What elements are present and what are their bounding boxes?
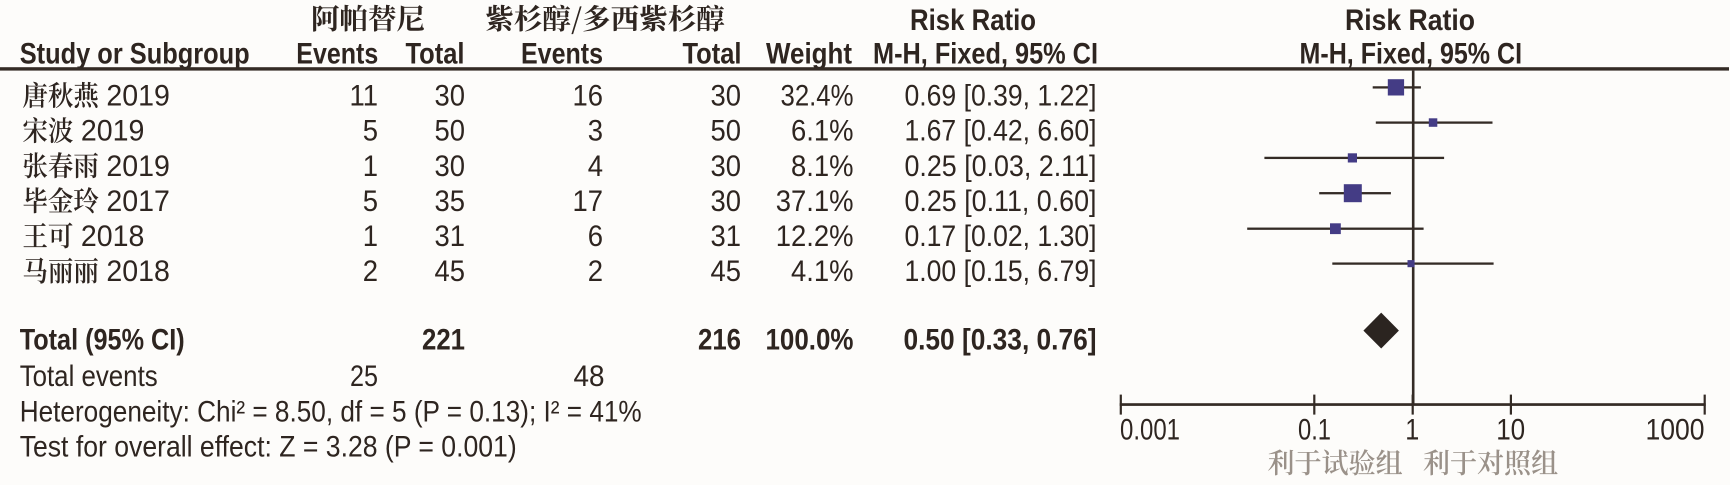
- svg-text:0.25 [0.03, 2.11]: 0.25 [0.03, 2.11]: [905, 150, 1097, 183]
- svg-text:Study or Subgroup: Study or Subgroup: [20, 38, 250, 71]
- svg-text:0.25 [0.11, 0.60]: 0.25 [0.11, 0.60]: [905, 185, 1097, 218]
- svg-text:M-H, Fixed, 95% CI: M-H, Fixed, 95% CI: [1300, 38, 1523, 71]
- svg-text:0.17 [0.02, 1.30]: 0.17 [0.02, 1.30]: [905, 220, 1097, 253]
- svg-text:Total events: Total events: [20, 360, 158, 393]
- svg-text:100.0%: 100.0%: [766, 324, 854, 357]
- svg-text:30: 30: [711, 185, 742, 218]
- svg-text:5: 5: [363, 185, 378, 218]
- svg-text:Weight: Weight: [766, 38, 852, 71]
- svg-text:30: 30: [435, 80, 466, 113]
- svg-text:4.1%: 4.1%: [791, 255, 854, 288]
- svg-text:11: 11: [350, 80, 379, 113]
- svg-text:10: 10: [1496, 414, 1525, 447]
- svg-text:32.4%: 32.4%: [781, 80, 854, 113]
- svg-text:Heterogeneity: Chi² = 8.50, df: Heterogeneity: Chi² = 8.50, df = 5 (P = …: [20, 396, 642, 429]
- svg-text:2019: 2019: [81, 115, 145, 148]
- svg-text:0.50 [0.33, 0.76]: 0.50 [0.33, 0.76]: [904, 324, 1097, 357]
- svg-text:50: 50: [435, 115, 466, 148]
- svg-text:12.2%: 12.2%: [776, 220, 854, 253]
- svg-text:1: 1: [363, 220, 378, 253]
- svg-text:1: 1: [1405, 414, 1419, 447]
- svg-text:45: 45: [435, 255, 466, 288]
- svg-text:6: 6: [588, 220, 603, 253]
- svg-text:1: 1: [363, 150, 378, 183]
- svg-text:M-H, Fixed, 95% CI: M-H, Fixed, 95% CI: [873, 38, 1098, 71]
- svg-text:1.00 [0.15, 6.79]: 1.00 [0.15, 6.79]: [905, 255, 1097, 288]
- svg-text:3: 3: [588, 115, 603, 148]
- svg-text:16: 16: [573, 80, 604, 113]
- svg-text:Events: Events: [521, 38, 603, 71]
- svg-text:30: 30: [711, 150, 742, 183]
- svg-text:Risk Ratio: Risk Ratio: [910, 4, 1036, 37]
- svg-text:2: 2: [588, 255, 603, 288]
- svg-text:0.001: 0.001: [1120, 414, 1180, 447]
- svg-text:Total: Total: [683, 38, 742, 71]
- svg-text:0.69 [0.39, 1.22]: 0.69 [0.39, 1.22]: [905, 80, 1097, 113]
- svg-text:Test for overall effect: Z = 3: Test for overall effect: Z = 3.28 (P = 0…: [20, 431, 517, 464]
- svg-text:30: 30: [711, 80, 742, 113]
- svg-text:4: 4: [588, 150, 603, 183]
- svg-text:Total: Total: [406, 38, 465, 71]
- svg-text:31: 31: [711, 220, 742, 253]
- svg-text:5: 5: [363, 115, 378, 148]
- svg-text:216: 216: [698, 324, 741, 357]
- svg-text:Total (95% CI): Total (95% CI): [20, 324, 185, 357]
- svg-text:37.1%: 37.1%: [776, 185, 854, 218]
- svg-text:35: 35: [435, 185, 466, 218]
- svg-text:45: 45: [711, 255, 742, 288]
- svg-text:Risk Ratio: Risk Ratio: [1345, 4, 1475, 37]
- svg-text:2019: 2019: [106, 80, 170, 113]
- svg-text:50: 50: [711, 115, 742, 148]
- svg-text:1.67 [0.42, 6.60]: 1.67 [0.42, 6.60]: [905, 115, 1097, 148]
- svg-text:221: 221: [422, 324, 465, 357]
- svg-text:2018: 2018: [106, 255, 170, 288]
- svg-text:Events: Events: [296, 38, 378, 71]
- svg-text:2: 2: [363, 255, 378, 288]
- svg-text:1000: 1000: [1646, 414, 1705, 447]
- svg-text:2017: 2017: [106, 185, 170, 218]
- svg-text:17: 17: [573, 185, 604, 218]
- svg-text:2019: 2019: [106, 150, 170, 183]
- svg-text:30: 30: [435, 150, 466, 183]
- svg-text:31: 31: [435, 220, 466, 253]
- svg-text:0.1: 0.1: [1298, 414, 1331, 447]
- svg-text:25: 25: [350, 360, 378, 393]
- svg-text:8.1%: 8.1%: [791, 150, 854, 183]
- svg-text:2018: 2018: [81, 220, 145, 253]
- svg-text:6.1%: 6.1%: [791, 115, 854, 148]
- svg-text:48: 48: [574, 360, 605, 393]
